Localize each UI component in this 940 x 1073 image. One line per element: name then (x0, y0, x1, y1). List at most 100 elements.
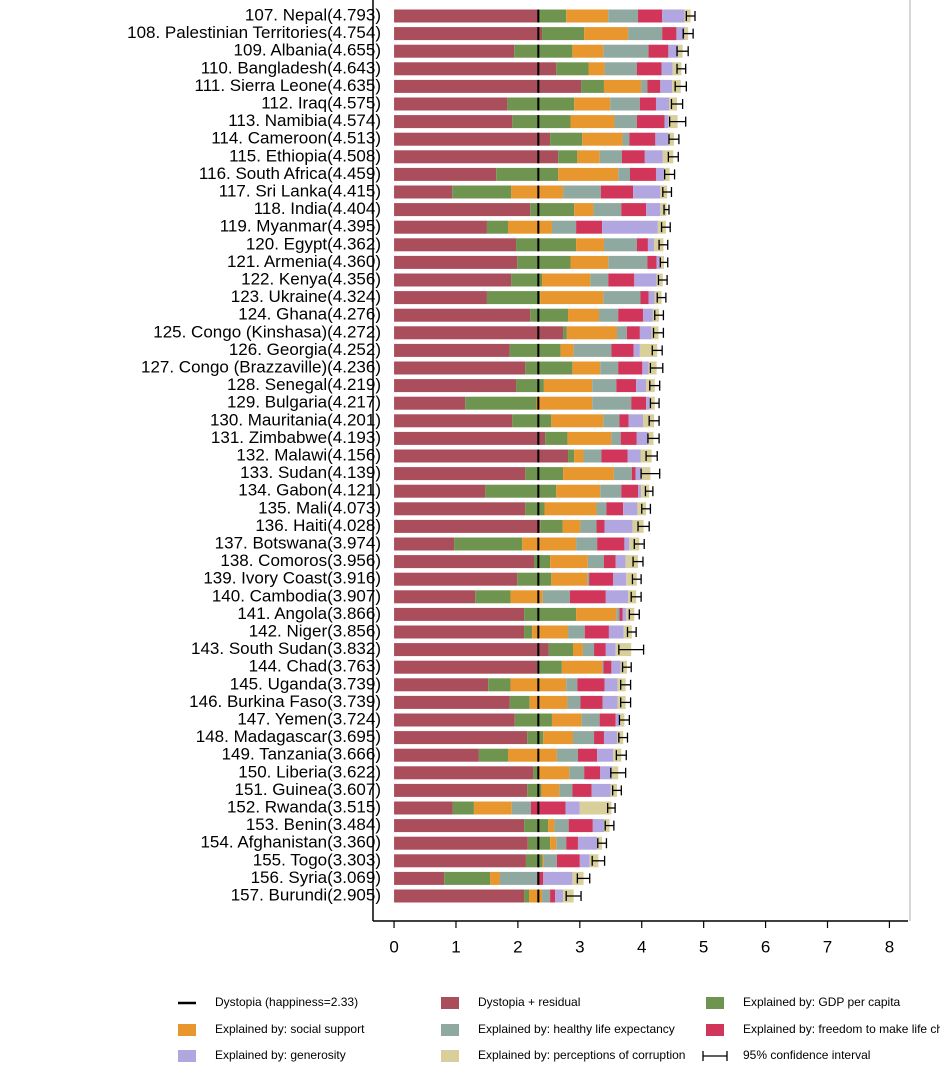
bar-segment (620, 431, 637, 445)
category-label: 129. Bulgaria(4.217) (227, 393, 381, 412)
bar-segment (600, 185, 634, 199)
bar-segment (621, 203, 647, 217)
bar-segment (556, 62, 589, 76)
bar-segment (661, 62, 673, 76)
bar-segment (394, 555, 534, 569)
bar-segment (616, 379, 637, 393)
bar-segment (540, 519, 563, 533)
bar-segment (488, 678, 511, 692)
bar-segment (636, 115, 665, 129)
bar-segment (592, 396, 632, 410)
bar-segment (579, 801, 612, 815)
bar-segment (621, 484, 639, 498)
category-label: 143. South Sudan(3.832) (191, 639, 381, 658)
bar-segment (511, 801, 531, 815)
bar-segment (582, 643, 595, 657)
error-bar (649, 363, 664, 373)
category-label: 130. Mauritania(4.201) (210, 410, 381, 429)
bar-segment (394, 537, 455, 551)
bar-segment (551, 220, 577, 234)
legend-label: Dystopia (happiness=2.33) (215, 995, 358, 1009)
category-label: 149. Tanzania(3.666) (222, 745, 381, 764)
bar-segment (510, 590, 543, 604)
category-label: 111. Sierra Leone(4.635) (195, 76, 382, 95)
bar-segment (525, 361, 573, 375)
bar-segment (628, 414, 643, 428)
bar-segment (530, 801, 566, 815)
bar-segment (558, 167, 619, 181)
bar-segment (486, 291, 541, 305)
bar-segment (574, 97, 611, 111)
error-bar (676, 63, 687, 74)
category-label: 113. Namibia(4.574) (228, 111, 381, 130)
bar-segment (394, 343, 510, 357)
bar-segment (394, 220, 487, 234)
bar-segment (394, 607, 525, 621)
bar-segment (511, 273, 543, 287)
category-label: 150. Liberia(3.622) (238, 762, 381, 781)
bar-segment (568, 449, 575, 463)
bar-segment (454, 537, 523, 551)
bar-segment (394, 660, 538, 674)
bar-segment (551, 414, 604, 428)
bar-segment (635, 467, 642, 481)
category-label: 145. Uganda(3.739) (230, 674, 381, 693)
bar-segment (594, 731, 604, 745)
error-bar (565, 891, 582, 901)
bar-segment (576, 537, 598, 551)
error-bar (651, 345, 663, 356)
bar-segment (568, 819, 593, 833)
error-bar (663, 169, 676, 180)
error-bar (576, 873, 591, 884)
bar-segment (530, 203, 575, 217)
bar-segment (581, 79, 604, 93)
bar-segment (533, 555, 551, 569)
bar-segment (623, 502, 638, 516)
bar-segment (550, 132, 583, 146)
legend-swatch (178, 1050, 196, 1062)
bar-segment (648, 44, 669, 58)
category-label: 146. Burkina Faso(3.739) (189, 692, 381, 711)
category-label: 157. Burundi(2.905) (231, 885, 381, 904)
legend-label: Explained by: social support (215, 1022, 365, 1036)
bar-segment (394, 132, 551, 146)
bar-segment (444, 871, 491, 885)
bar-segment (542, 273, 591, 287)
category-label: 132. Malawi(4.156) (236, 445, 381, 464)
bar-segment (394, 255, 518, 269)
category-label: 142. Niger(3.856) (249, 621, 381, 640)
bar-segment (590, 273, 609, 287)
bar-segment (572, 783, 592, 797)
bar-segment (394, 871, 445, 885)
category-label: 127. Congo (Brazzaville)(4.236) (141, 357, 381, 376)
error-bar (641, 503, 652, 514)
bar-segment (566, 9, 609, 23)
bar-segment (394, 713, 515, 727)
category-label: 139. Ivory Coast(3.916) (203, 569, 381, 588)
bar-segment (614, 115, 637, 129)
bar-segment (473, 801, 512, 815)
bar-segment (601, 449, 628, 463)
category-label: 140. Cambodia(3.907) (212, 586, 381, 605)
error-bar (647, 433, 660, 444)
bar-segment (475, 590, 511, 604)
bar-segment (615, 555, 626, 569)
bar-segment (563, 467, 614, 481)
error-bar (626, 627, 637, 637)
bar-segment (452, 185, 512, 199)
bar-segment (524, 625, 533, 639)
bar-segment (594, 643, 606, 657)
bar-segment (576, 238, 604, 252)
bar-segment (580, 519, 597, 533)
error-bar (615, 750, 627, 761)
error-bar (659, 257, 669, 268)
bar-segment (567, 695, 581, 709)
bar-segment (394, 326, 564, 340)
bar-segment (577, 678, 605, 692)
bar-segment (582, 132, 623, 146)
bar-segment (646, 203, 661, 217)
bar-segment (634, 273, 657, 287)
bar-segment (517, 255, 571, 269)
bar-segment (563, 185, 601, 199)
bar-segment (394, 238, 517, 252)
